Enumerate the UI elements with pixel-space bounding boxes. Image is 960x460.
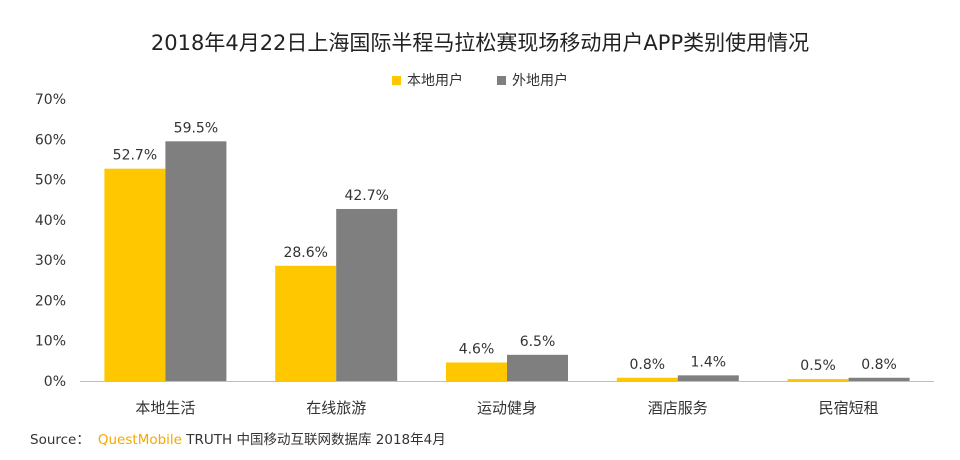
x-tick-label: 在线旅游 <box>306 399 366 417</box>
y-tick-label: 30% <box>35 253 66 269</box>
bar-nonlocal <box>848 377 910 381</box>
y-tick-label: 40% <box>35 213 66 229</box>
data-label: 4.6% <box>459 341 495 357</box>
y-tick-label: 10% <box>35 334 66 350</box>
bar-nonlocal <box>336 208 398 381</box>
y-tick-label: 60% <box>35 132 66 148</box>
bar-local <box>446 362 507 381</box>
source-brand: QuestMobile <box>97 432 182 448</box>
y-tick-label: 70% <box>35 92 66 108</box>
bar-local <box>616 377 678 381</box>
source-label: Source： <box>30 432 90 448</box>
bar-nonlocal <box>165 141 227 381</box>
data-label: 42.7% <box>344 188 388 204</box>
legend-item-local: 本地用户 <box>392 70 463 90</box>
chart-title: 2018年4月22日上海国际半程马拉松赛现场移动用户APP类别使用情况 <box>150 31 810 55</box>
x-tick-label: 民宿短租 <box>819 399 879 417</box>
x-tick-label: 本地生活 <box>135 399 195 417</box>
bar-local <box>104 168 166 381</box>
legend-swatch-nonlocal <box>497 75 506 85</box>
x-tick-label: 酒店服务 <box>648 399 708 417</box>
source-note: Source： QuestMobile TRUTH 中国移动互联网数据库 2018… <box>30 428 446 448</box>
legend: 本地用户 外地用户 <box>0 70 960 90</box>
legend-label-nonlocal: 外地用户 <box>512 73 568 89</box>
data-label: 0.8% <box>630 357 666 373</box>
bar-nonlocal <box>507 354 568 381</box>
y-tick-label: 50% <box>35 173 66 189</box>
data-label: 28.6% <box>283 245 327 261</box>
legend-item-nonlocal: 外地用户 <box>497 70 568 90</box>
bar-local <box>275 265 337 381</box>
data-label: 1.4% <box>691 354 727 370</box>
data-label: 6.5% <box>520 334 556 350</box>
bar-nonlocal <box>677 375 739 381</box>
data-label: 0.5% <box>800 358 836 374</box>
data-label: 0.8% <box>861 357 897 373</box>
source-text: TRUTH 中国移动互联网数据库 2018年4月 <box>186 432 446 448</box>
legend-swatch-local <box>392 75 401 85</box>
legend-label-local: 本地用户 <box>407 73 463 89</box>
y-tick-label: 20% <box>35 293 66 309</box>
data-label: 59.5% <box>174 120 218 136</box>
bar-local <box>787 378 849 381</box>
data-label: 52.7% <box>113 148 157 164</box>
x-tick-label: 运动健身 <box>477 399 537 417</box>
y-tick-label: 0% <box>44 374 66 390</box>
